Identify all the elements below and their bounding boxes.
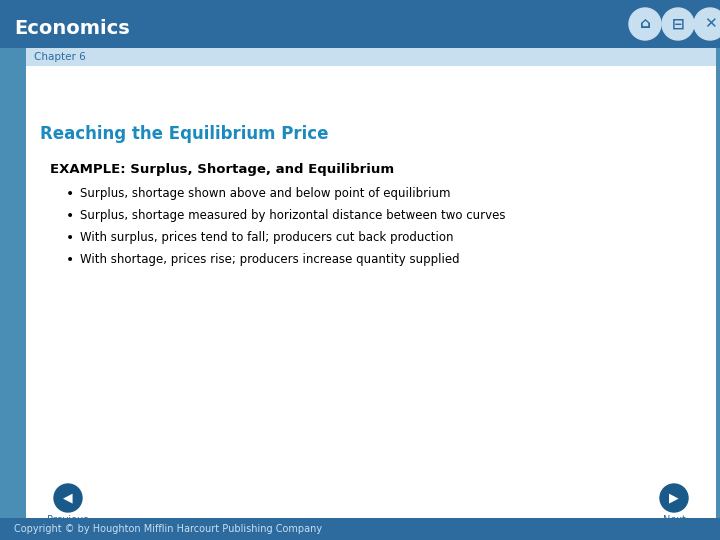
Text: Copyright © by Houghton Mifflin Harcourt Publishing Company: Copyright © by Houghton Mifflin Harcourt… bbox=[14, 524, 322, 534]
Circle shape bbox=[660, 484, 688, 512]
Bar bbox=[26, 66, 716, 482]
Text: With shortage, prices rise; producers increase quantity supplied: With shortage, prices rise; producers in… bbox=[80, 253, 459, 267]
Text: •: • bbox=[66, 253, 74, 267]
Text: Reaching the Equilibrium Price: Reaching the Equilibrium Price bbox=[40, 125, 328, 143]
Text: EXAMPLE: Surplus, Shortage, and Equilibrium: EXAMPLE: Surplus, Shortage, and Equilibr… bbox=[50, 164, 394, 177]
Text: ✕: ✕ bbox=[703, 17, 716, 31]
Bar bbox=[0, 518, 720, 540]
Text: Previous: Previous bbox=[48, 515, 89, 525]
Bar bbox=[26, 48, 716, 66]
Text: ▶: ▶ bbox=[669, 491, 679, 504]
Text: •: • bbox=[66, 209, 74, 223]
Circle shape bbox=[694, 8, 720, 40]
Circle shape bbox=[629, 8, 661, 40]
Circle shape bbox=[54, 484, 82, 512]
Text: With surplus, prices tend to fall; producers cut back production: With surplus, prices tend to fall; produ… bbox=[80, 232, 454, 245]
Text: Economics: Economics bbox=[14, 18, 130, 37]
Circle shape bbox=[662, 8, 694, 40]
Text: Next: Next bbox=[662, 515, 685, 525]
Text: ◀: ◀ bbox=[63, 491, 73, 504]
Text: Surplus, shortage measured by horizontal distance between two curves: Surplus, shortage measured by horizontal… bbox=[80, 210, 505, 222]
Text: ⊟: ⊟ bbox=[672, 17, 685, 31]
Text: Chapter 6: Chapter 6 bbox=[34, 52, 86, 62]
Text: Surplus, shortage shown above and below point of equilibrium: Surplus, shortage shown above and below … bbox=[80, 187, 451, 200]
Text: •: • bbox=[66, 187, 74, 201]
Bar bbox=[26, 482, 716, 518]
Bar bbox=[0, 0, 720, 48]
Text: •: • bbox=[66, 231, 74, 245]
Text: ⌂: ⌂ bbox=[639, 17, 650, 31]
